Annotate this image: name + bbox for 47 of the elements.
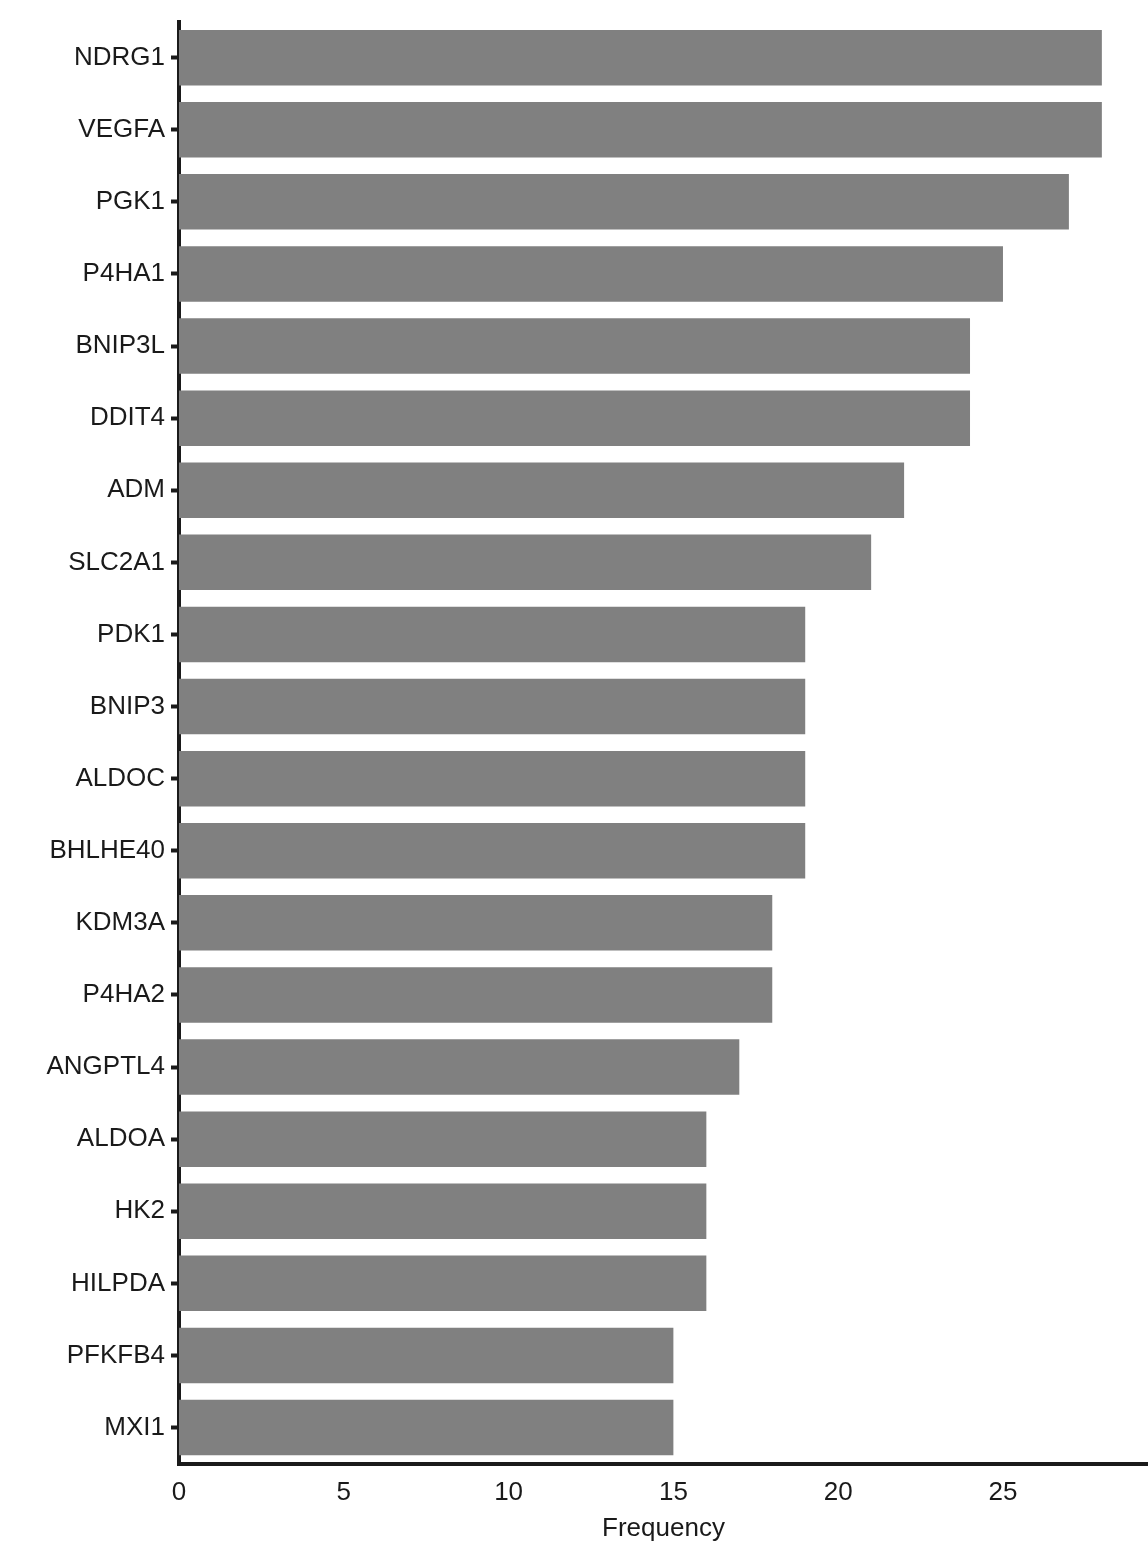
y-tick-label: PDK1 <box>97 617 165 648</box>
x-tick-label: 20 <box>823 1476 853 1507</box>
x-tick-label: 5 <box>336 1476 352 1507</box>
bar <box>179 1039 740 1095</box>
x-tick-label: 15 <box>658 1476 688 1507</box>
bar <box>179 895 773 951</box>
y-tick-label: VEGFA <box>78 112 166 143</box>
y-tick-label: HILPDA <box>71 1266 166 1297</box>
bar <box>179 1111 707 1167</box>
bar <box>179 967 773 1023</box>
y-tick-label: BHLHE40 <box>49 833 165 864</box>
x-axis-title: Frequency <box>602 1511 725 1542</box>
y-tick-label: DDIT4 <box>89 401 165 432</box>
bar <box>179 246 1003 302</box>
y-tick-label: ADM <box>107 473 165 504</box>
bar <box>179 390 971 446</box>
y-tick-label: BNIP3L <box>75 329 165 360</box>
bar <box>179 1399 674 1456</box>
bar <box>179 1255 707 1312</box>
y-tick-label: KDM3A <box>75 906 166 937</box>
y-tick-label: PGK1 <box>95 185 165 216</box>
y-tick-label: P4HA1 <box>82 257 165 288</box>
x-tick-label: 0 <box>171 1476 187 1507</box>
bar <box>179 1327 674 1384</box>
y-tick-label: PFKFB4 <box>66 1338 165 1369</box>
bar <box>179 174 1069 230</box>
bar <box>179 318 971 374</box>
bar <box>179 678 806 735</box>
bar <box>179 29 1102 86</box>
y-tick-label: SLC2A1 <box>68 545 165 576</box>
y-tick-label: BNIP3 <box>89 689 165 720</box>
bar <box>179 101 1102 158</box>
y-tick-label: MXI1 <box>104 1410 165 1441</box>
y-tick-label: HK2 <box>114 1194 165 1225</box>
y-tick-label: ALDOC <box>75 761 165 792</box>
bar <box>179 534 872 591</box>
y-tick-label: NDRG1 <box>73 40 165 71</box>
y-tick-label: P4HA2 <box>82 978 165 1009</box>
y-tick-label: ALDOA <box>76 1122 166 1153</box>
bar <box>179 1183 707 1240</box>
bar <box>179 462 905 519</box>
x-tick-label: 25 <box>988 1476 1018 1507</box>
bar <box>179 750 806 807</box>
y-tick-label: ANGPTL4 <box>46 1050 165 1081</box>
bar <box>179 606 806 663</box>
bar <box>179 822 806 879</box>
x-tick-label: 10 <box>494 1476 524 1507</box>
